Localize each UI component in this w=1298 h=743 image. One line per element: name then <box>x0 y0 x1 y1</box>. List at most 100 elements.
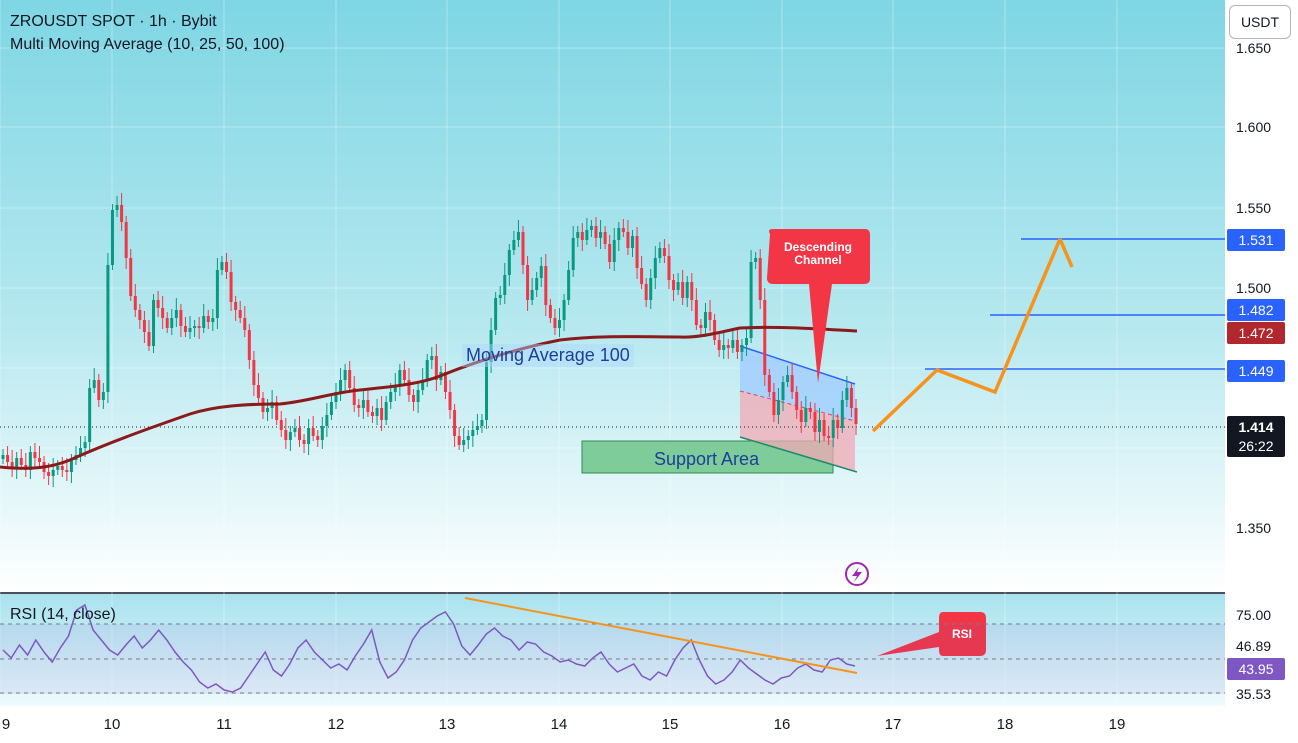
candle-down <box>799 410 803 422</box>
candle-down <box>348 370 352 388</box>
candle-up <box>539 266 543 278</box>
candle-down <box>735 340 739 352</box>
candle-down <box>65 470 69 472</box>
candle-up <box>88 388 92 442</box>
candle-down <box>603 232 607 244</box>
candle-up <box>421 380 425 390</box>
candle-down <box>434 356 438 380</box>
candle-up <box>92 380 96 388</box>
price-tag-1531-bg <box>1227 229 1285 251</box>
candle-down <box>165 318 169 328</box>
channel-lower-line[interactable] <box>739 436 858 473</box>
lightning-icon[interactable] <box>845 562 869 586</box>
candle-down <box>124 222 128 258</box>
rsi-callout-label[interactable]: RSI <box>951 627 972 641</box>
candle-down <box>275 402 279 420</box>
rsi-callout[interactable] <box>877 612 986 656</box>
candle-up <box>320 426 324 440</box>
candle-down <box>402 370 406 380</box>
candle-up <box>818 420 822 432</box>
time-axis-background <box>0 706 1225 743</box>
candle-down <box>60 466 64 470</box>
indicator-title[interactable]: Multi Moving Average (10, 25, 50, 100) <box>10 36 285 53</box>
candle-up <box>361 400 365 408</box>
moving-average-label[interactable]: Moving Average 100 <box>462 344 634 367</box>
ma100-line[interactable] <box>0 325 858 470</box>
symbol-title[interactable]: ZROUSDT SPOT · 1h · Bybit <box>10 13 217 30</box>
candle-down <box>256 385 260 398</box>
price-axis-tick: 1.500 <box>1236 280 1272 296</box>
candle-up <box>612 240 616 262</box>
candle-down <box>225 262 229 272</box>
candle-up <box>339 380 343 392</box>
candle-down <box>854 408 858 424</box>
rsi-current-value: 43.95 <box>1238 661 1274 677</box>
candle-up <box>398 370 402 385</box>
candle-up <box>425 360 429 380</box>
price-axis-tick: 1.650 <box>1236 40 1272 56</box>
rsi-trendline[interactable] <box>464 597 858 674</box>
descending-channel-callout[interactable] <box>767 229 870 383</box>
time-axis-label: 9 <box>1 716 11 733</box>
candle-down <box>681 282 685 298</box>
candle-up <box>384 402 388 420</box>
candle-up <box>266 408 270 412</box>
projection-path[interactable] <box>871 238 1062 433</box>
time-axis-label: 10 <box>103 716 121 733</box>
candle-up <box>188 328 192 332</box>
candle-up <box>649 278 653 300</box>
descending-channel-label[interactable]: Descending Channel <box>783 240 852 267</box>
channel-upper-line[interactable] <box>739 345 856 385</box>
candle-down <box>822 420 826 436</box>
price-axis-tick: 1.600 <box>1236 119 1272 135</box>
candle-down <box>849 388 853 408</box>
candle-up <box>749 262 753 338</box>
price-axis-tick: 1.350 <box>1236 520 1272 536</box>
candle-up <box>202 316 206 328</box>
candle-down <box>10 462 14 468</box>
candle-up <box>567 270 571 300</box>
price-axis-tick: 1.550 <box>1236 200 1272 216</box>
candle-up <box>512 240 516 250</box>
rsi-tag-bg <box>1227 658 1285 680</box>
candle-down <box>580 232 584 240</box>
candle-up <box>101 392 105 400</box>
candle-up <box>703 312 707 328</box>
candlesticks[interactable] <box>1 193 858 487</box>
candle-up <box>466 436 470 440</box>
candle-down <box>553 318 557 328</box>
candle-down <box>548 305 552 318</box>
price-tag-1449-bg <box>1227 360 1285 382</box>
candle-up <box>845 388 849 400</box>
candle-up <box>106 265 110 392</box>
candle-up <box>325 415 329 426</box>
candle-down <box>229 272 233 302</box>
candle-up <box>170 318 174 328</box>
price-tag-target-high: 1.531 <box>1238 232 1274 248</box>
candle-down <box>635 236 639 268</box>
lightning-bolt <box>852 567 862 582</box>
candle-up <box>79 448 83 455</box>
support-area-label[interactable]: Support Area <box>654 449 760 469</box>
candle-up <box>343 370 347 380</box>
time-axis-label: 12 <box>327 716 345 733</box>
candle-down <box>234 302 238 310</box>
rsi-axis-tick: 35.53 <box>1236 686 1272 702</box>
candle-down <box>708 312 712 320</box>
candle-down <box>662 248 666 256</box>
currency-button[interactable]: USDT <box>1229 5 1291 39</box>
candle-down <box>366 400 370 412</box>
candle-down <box>443 372 447 392</box>
price-tag-1482-bg <box>1227 299 1285 321</box>
channel-upper-fill <box>740 346 855 421</box>
rsi-line[interactable] <box>2 603 856 693</box>
rsi-title[interactable]: RSI (14, close) <box>10 606 116 623</box>
candle-down <box>594 226 598 238</box>
candle-up <box>754 258 758 262</box>
price-tag-ma: 1.472 <box>1238 325 1274 341</box>
candle-down <box>133 296 137 310</box>
candle-up <box>293 428 297 432</box>
candle-up <box>516 232 520 240</box>
candle-up <box>215 270 219 318</box>
